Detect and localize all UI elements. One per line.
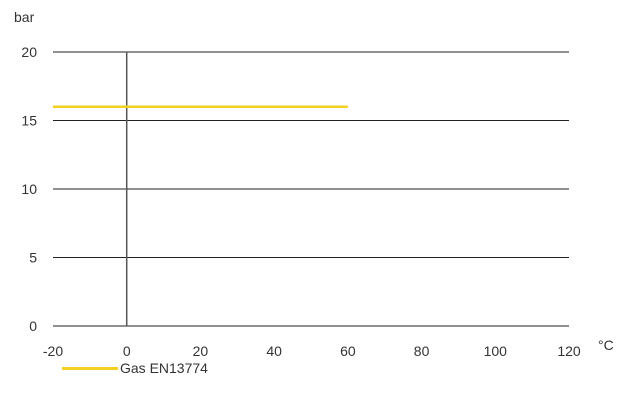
x-tick-label-40: 40 — [266, 343, 282, 359]
x-axis-ticks: -20 0 20 40 60 80 100 120 — [43, 343, 581, 359]
x-tick-label-0: 0 — [123, 343, 131, 359]
x-tick-label-120: 120 — [557, 343, 581, 359]
y-axis-ticks: 0 5 10 15 20 — [21, 44, 37, 334]
y-tick-label-5: 5 — [29, 250, 37, 266]
y-tick-label-15: 15 — [21, 113, 37, 129]
legend-label-gas: Gas EN13774 — [120, 360, 208, 376]
x-tick-label-60: 60 — [340, 343, 356, 359]
legend-swatch-gas — [62, 366, 118, 370]
x-tick-label-100: 100 — [484, 343, 508, 359]
x-tick-label-80: 80 — [414, 343, 430, 359]
x-tick-label-20: 20 — [193, 343, 209, 359]
legend: Gas EN13774 — [62, 360, 208, 376]
y-tick-label-0: 0 — [29, 318, 37, 334]
grid-lines — [53, 51, 569, 327]
y-axis-unit-label: bar — [14, 9, 35, 25]
y-tick-label-10: 10 — [21, 181, 37, 197]
y-tick-label-20: 20 — [21, 44, 37, 60]
x-axis-unit-label: °C — [598, 337, 614, 353]
x-tick-label--20: -20 — [43, 343, 63, 359]
